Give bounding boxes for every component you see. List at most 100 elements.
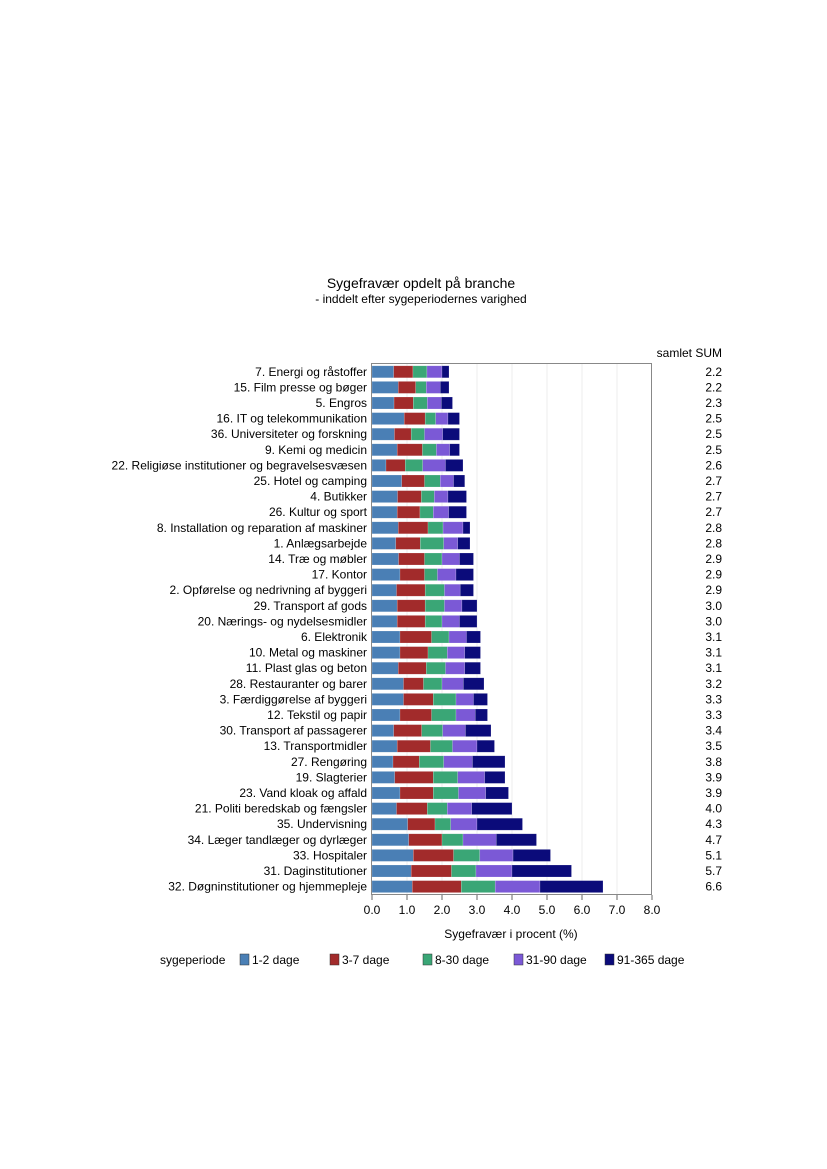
total-label: 5.1 xyxy=(705,848,722,862)
bar-segment xyxy=(393,365,414,379)
bar-segment xyxy=(475,864,513,878)
bar-segment xyxy=(459,552,474,566)
legend-swatch xyxy=(329,953,340,966)
bar-segment xyxy=(466,630,481,644)
total-label: 2.2 xyxy=(705,365,722,379)
bar-segment xyxy=(447,490,467,503)
x-tick-label: 1.0 xyxy=(399,903,416,917)
bar-segment xyxy=(452,739,478,753)
bar-segment xyxy=(424,474,441,488)
bar-segment xyxy=(463,677,485,691)
bar-segment xyxy=(396,443,423,457)
bar-segment xyxy=(464,646,481,659)
bars xyxy=(371,365,604,893)
bar-segment xyxy=(410,427,425,441)
bar-segment xyxy=(371,708,401,722)
bar-segment xyxy=(476,739,495,753)
total-label: 4.3 xyxy=(705,817,722,831)
bar-segment xyxy=(398,552,425,566)
bar-segment xyxy=(399,708,432,722)
bar-segment xyxy=(434,817,451,831)
total-label: 3.3 xyxy=(705,692,722,706)
bar-segment xyxy=(393,724,422,737)
x-axis-label: Sygefravær i procent (%) xyxy=(444,927,577,941)
bar-segment xyxy=(435,412,449,425)
bar-segment xyxy=(458,786,487,800)
bar-segment xyxy=(413,849,454,862)
bar-segment xyxy=(397,490,422,503)
bar-segment xyxy=(371,568,401,581)
bar-segment xyxy=(462,833,497,847)
category-label: 17. Kontor xyxy=(312,568,367,582)
category-label: 32. Døgninstitutioner og hjemmepleje xyxy=(168,880,367,894)
bar-segment xyxy=(421,724,443,737)
bar-segment xyxy=(433,786,459,800)
bar-segment xyxy=(395,537,421,550)
bar-segment xyxy=(410,864,452,878)
bar-segment xyxy=(433,505,449,519)
bar-segment xyxy=(431,630,450,644)
legend-swatch xyxy=(513,953,524,966)
bar-segment xyxy=(447,412,460,425)
category-label: 30. Transport af passagerer xyxy=(220,724,367,738)
total-label: 3.0 xyxy=(705,599,722,613)
bar-segment xyxy=(398,661,427,675)
legend: sygeperiode 1-2 dage 3-7 dage 8-30 dage 31-… xyxy=(160,953,685,967)
bar-segment xyxy=(371,755,394,769)
bar-segment xyxy=(371,474,402,488)
bar-segment xyxy=(461,880,496,893)
bar-segment xyxy=(427,802,448,815)
category-label: 35. Undervisning xyxy=(277,817,367,831)
bar-segment xyxy=(371,630,401,644)
category-label: 34. Læger tandlæger og dyrlæger xyxy=(188,833,367,847)
bar-segment xyxy=(371,693,404,706)
bar-segment xyxy=(436,443,450,457)
total-label: 3.1 xyxy=(705,646,722,660)
total-label: 2.3 xyxy=(705,396,722,410)
bar-segment xyxy=(396,583,426,597)
bar-segment xyxy=(448,505,467,519)
category-label: 28. Restauranter og barer xyxy=(230,677,367,691)
total-label: 2.8 xyxy=(705,521,722,535)
bar-segment xyxy=(371,552,399,566)
bar-segment xyxy=(394,427,412,441)
category-label: 6. Elektronik xyxy=(301,630,368,644)
bar-segment xyxy=(427,521,444,535)
category-label: 29. Transport af gods xyxy=(254,599,367,613)
bar-segment xyxy=(371,802,397,815)
bar-segment xyxy=(371,864,412,878)
bar-segment xyxy=(399,568,425,581)
bar-segment xyxy=(445,459,464,472)
bar-segment xyxy=(444,599,463,613)
bar-segment xyxy=(412,880,462,893)
bar-segment xyxy=(441,365,450,379)
bar-segment xyxy=(371,537,397,550)
total-labels: 2.22.22.32.52.52.52.62.72.72.72.82.82.92… xyxy=(705,365,722,894)
bar-segment xyxy=(392,755,420,769)
bar-segment xyxy=(371,459,387,472)
category-label: 2. Opførelse og nedrivning af byggeri xyxy=(170,583,367,597)
bar-segment xyxy=(371,365,394,379)
total-label: 2.7 xyxy=(705,490,722,504)
sum-header: samlet SUM xyxy=(657,346,722,360)
bar-segment xyxy=(403,412,426,425)
bar-segment xyxy=(426,365,443,379)
legend-label: 3-7 dage xyxy=(342,953,390,967)
bar-segment xyxy=(430,739,453,753)
legend-swatch xyxy=(422,953,433,966)
bar-segment xyxy=(433,771,458,784)
bar-segment xyxy=(424,427,443,441)
bar-segment xyxy=(371,739,398,753)
total-label: 2.5 xyxy=(705,443,722,457)
bar-segment xyxy=(427,396,442,410)
total-label: 3.9 xyxy=(705,770,722,784)
bar-segment xyxy=(371,583,397,597)
bar-segment xyxy=(398,381,416,394)
bar-segment xyxy=(441,615,460,628)
bar-segment xyxy=(405,459,423,472)
category-label: 19. Slagterier xyxy=(296,770,367,784)
category-label: 31. Daginstitutioner xyxy=(264,864,367,878)
bar-segment xyxy=(399,786,434,800)
bar-segment xyxy=(371,615,398,628)
bar-segment xyxy=(401,474,425,488)
